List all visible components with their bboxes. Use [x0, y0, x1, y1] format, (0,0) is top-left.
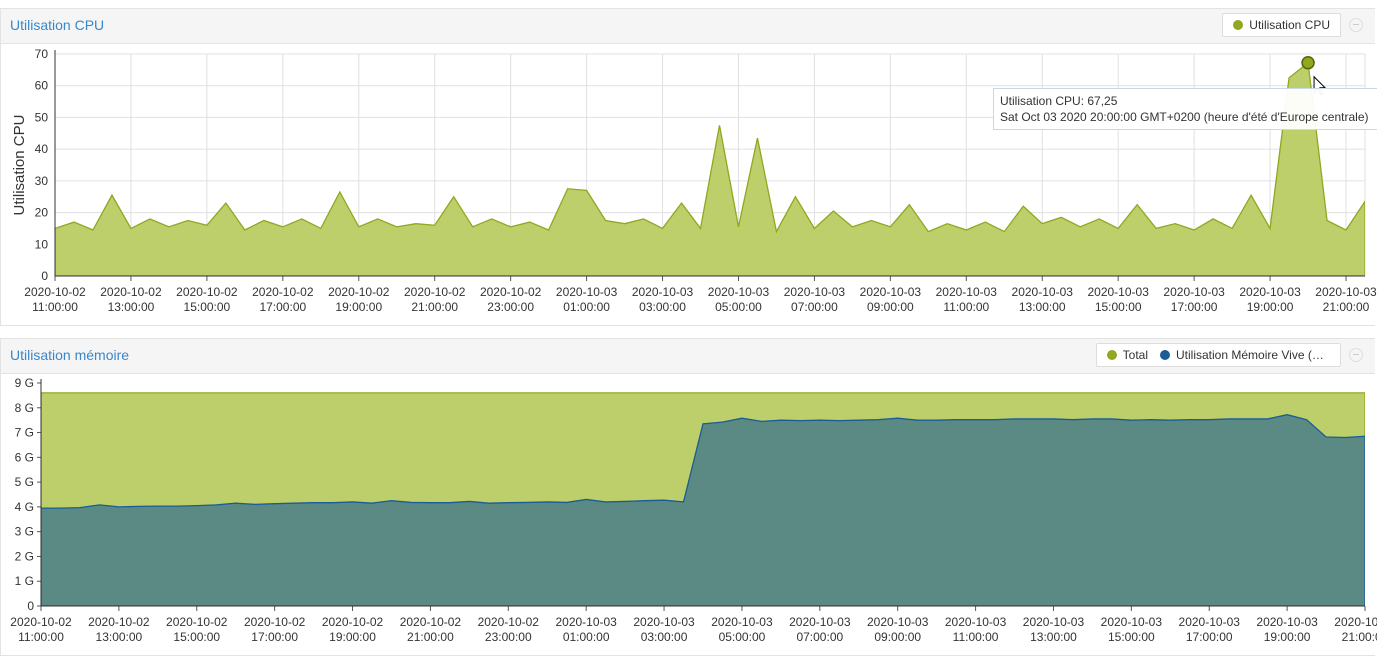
x-tick-label: 2020-10-02 13:00:00	[88, 615, 150, 644]
x-tick-label: 2020-10-03 01:00:00	[555, 285, 618, 314]
x-tick-label: 2020-10-02 11:00:00	[24, 285, 86, 314]
y-tick-label: 10	[35, 237, 49, 251]
legend-marker	[1160, 350, 1170, 360]
x-tick-label: 2020-10-03 05:00:00	[711, 615, 773, 644]
legend: Utilisation CPU	[1222, 13, 1341, 37]
legend-item: Total	[1106, 348, 1148, 362]
x-tick-label: 2020-10-02 11:00:00	[10, 615, 72, 644]
x-tick-label: 2020-10-02 19:00:00	[328, 285, 390, 314]
legend-item: Utilisation Mémoire Vive (RAM)	[1160, 348, 1330, 362]
memory-panel: Utilisation mémoire Total Utilisation Mém…	[0, 338, 1375, 656]
y-tick-label: 70	[35, 47, 49, 61]
x-tick-label: 2020-10-02 13:00:00	[100, 285, 162, 314]
x-tick-label: 2020-10-02 19:00:00	[321, 615, 384, 644]
tooltip: Utilisation CPU: 67,25 Sat Oct 03 2020 20…	[993, 88, 1377, 130]
x-tick-label: 2020-10-03 17:00:00	[1178, 615, 1240, 644]
y-tick-label: 3 G	[15, 525, 34, 539]
x-tick-label: 2020-10-03 11:00:00	[944, 615, 1007, 644]
area	[55, 61, 1365, 276]
y-tick-label: 0	[41, 269, 48, 283]
x-tick-label: 2020-10-03 07:00:00	[789, 615, 851, 644]
x-tick-label: 2020-10-02 21:00:00	[404, 285, 466, 314]
x-tick-label: 2020-10-03 03:00:00	[631, 285, 694, 314]
collapse-button[interactable]	[1349, 18, 1363, 32]
panel-title: Utilisation CPU	[10, 17, 105, 33]
hover-marker	[1301, 55, 1315, 70]
legend-marker	[1106, 350, 1117, 360]
y-tick-label: 9 G	[15, 376, 34, 390]
x-tick-label: 2020-10-03 19:00:00	[1256, 615, 1318, 644]
x-tick-label: 2020-10-03 15:00:00	[1087, 285, 1149, 314]
y-tick-label: 7 G	[15, 426, 34, 440]
x-tick-label: 2020-10-03 19:00:00	[1239, 285, 1301, 314]
y-axis-label: Utilisation CPU	[11, 115, 28, 216]
y-tick-label: 0	[27, 599, 34, 613]
x-tick-label: 2020-10-03 15:00:00	[1100, 615, 1163, 644]
x-tick-label: 2020-10-03 09:00:00	[859, 285, 922, 314]
panel-header: Utilisation mémoire Total Utilisation Mém…	[1, 339, 1375, 374]
y-tick-label: 1 G	[15, 574, 34, 588]
tooltip-line: Sat Oct 03 2020 20:00:00 GMT+0200 (heure…	[1000, 110, 1369, 124]
y-tick-label: 6 G	[15, 450, 34, 464]
x-tick-label: 2020-10-02 23:00:00	[477, 615, 539, 644]
x-tick-label: 2020-10-02 23:00:00	[479, 285, 542, 314]
y-tick-label: 5 G	[15, 475, 34, 489]
collapse-button[interactable]	[1349, 348, 1363, 362]
x-tick-label: 2020-10-03 05:00:00	[707, 285, 770, 314]
x-tick-label: 2020-10-03 21:00:00	[1315, 285, 1377, 314]
y-tick-label: 8 G	[15, 401, 34, 415]
x-tick-label: 2020-10-03 03:00:00	[633, 615, 695, 644]
x-tick-label: 2020-10-03 13:00:00	[1011, 285, 1073, 314]
x-tick-label: 2020-10-02 17:00:00	[252, 285, 314, 314]
x-tick-label: 2020-10-02 17:00:00	[243, 615, 306, 644]
panel-title: Utilisation mémoire	[10, 347, 130, 363]
x-tick-label: 2020-10-03 07:00:00	[783, 285, 846, 314]
cpu-panel: Utilisation CPU Utilisation CPU	[0, 8, 1375, 326]
x-tick-label: 2020-10-03 11:00:00	[935, 285, 997, 314]
x-tick-label: 2020-10-03 17:00:00	[1163, 285, 1225, 314]
x-tick-label: 2020-10-03 21:00:00	[1334, 615, 1377, 644]
x-tick-label: 2020-10-02 15:00:00	[176, 285, 238, 314]
x-tick-label: 2020-10-03 13:00:00	[1022, 615, 1085, 644]
y-tick-label: 4 G	[15, 500, 34, 514]
area	[41, 414, 1365, 606]
y-tick-label: 2 G	[15, 549, 34, 563]
legend-marker	[1233, 20, 1244, 30]
x-tick-label: 2020-10-02 21:00:00	[399, 615, 462, 644]
legend-item: Utilisation CPU	[1233, 18, 1330, 32]
legend: Total Utilisation Mémoire Vive (RAM)	[1095, 343, 1341, 367]
y-tick-label: 50	[35, 110, 49, 124]
panel-header: Utilisation CPU Utilisation CPU	[1, 9, 1375, 44]
y-tick-label: 30	[35, 174, 49, 188]
y-tick-label: 60	[35, 79, 49, 93]
tooltip-line: Utilisation CPU: 67,25	[1000, 94, 1118, 108]
y-tick-label: 40	[35, 142, 49, 156]
x-tick-label: 2020-10-03 01:00:00	[555, 615, 617, 644]
x-tick-label: 2020-10-02 15:00:00	[166, 615, 228, 644]
y-tick-label: 20	[35, 206, 49, 220]
x-tick-label: 2020-10-03 09:00:00	[867, 615, 929, 644]
